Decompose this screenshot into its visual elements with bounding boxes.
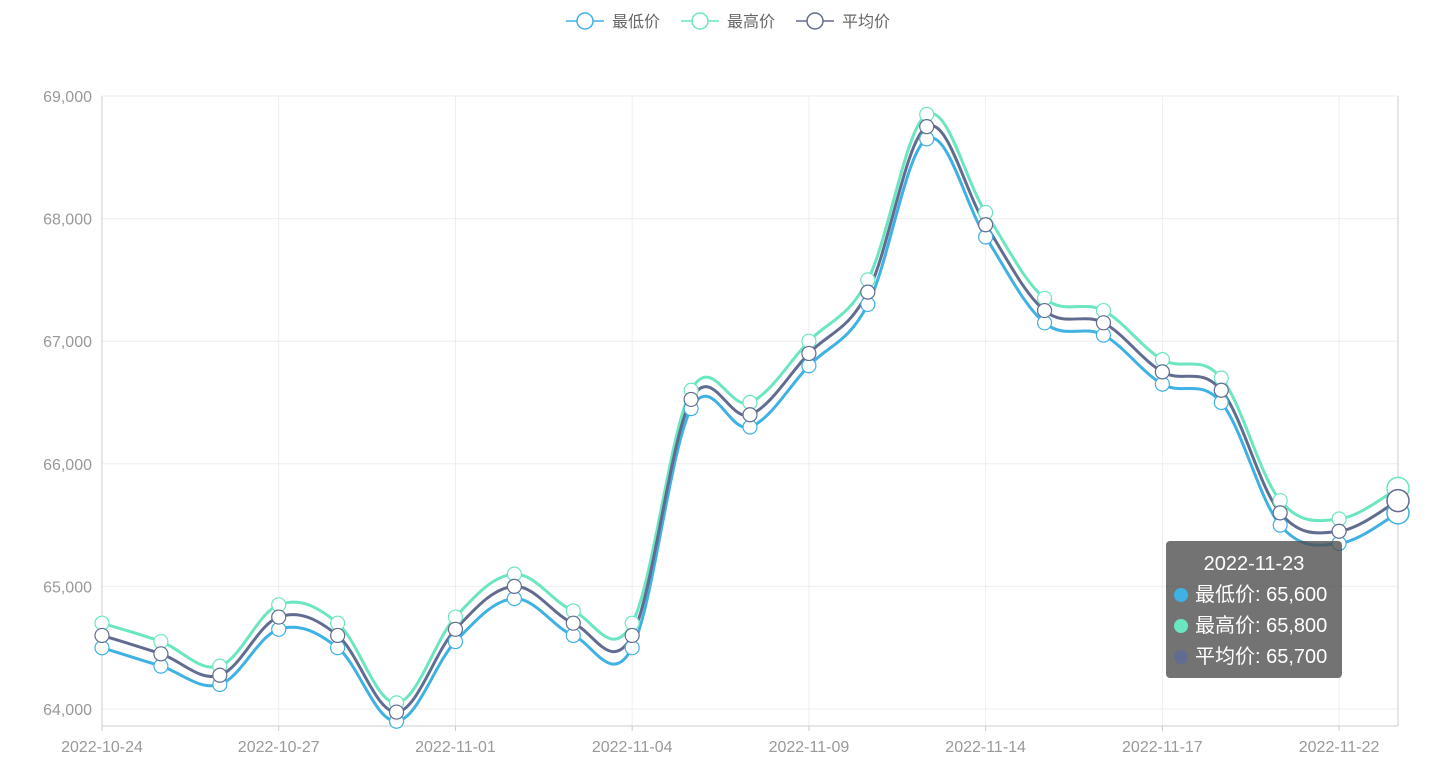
x-tick-label: 2022-11-22: [1299, 739, 1380, 756]
tooltip-title: 2022-11-23: [1203, 553, 1305, 575]
legend-circle-icon: [576, 12, 594, 30]
y-tick-label: 67,000: [43, 334, 92, 351]
tooltip-row-max: 最高价: 65,800: [1166, 611, 1342, 642]
tooltip-label-max: 最高价: 65,800: [1195, 615, 1328, 637]
data-point-avg: [565, 615, 581, 631]
data-point-avg: [683, 391, 699, 408]
data-point-avg: [742, 407, 758, 423]
data-point-avg: [860, 284, 876, 300]
x-tick-label: 2022-11-14: [945, 739, 1026, 756]
data-point-avg: [1036, 302, 1053, 319]
legend-circle-icon: [806, 12, 824, 30]
y-tick-label: 64,000: [43, 702, 92, 719]
y-tick-label: 66,000: [43, 457, 92, 474]
data-point-avg: [447, 621, 464, 637]
data-point-avg: [388, 704, 405, 720]
x-axis-tick-labels: 2022-10-24 2022-10-27 2022-11-01 2022-11-04…: [61, 739, 1379, 756]
y-axis-tick-labels: 64,000 65,000 66,000 67,000 68,000 69,000: [43, 89, 92, 719]
data-point-avg: [1213, 382, 1229, 398]
data-point-avg: [1154, 364, 1170, 380]
legend[interactable]: 最低价 最高价 平均价: [566, 12, 890, 31]
legend-item-avg[interactable]: 平均价: [796, 12, 890, 31]
x-tick-label: 2022-11-04: [592, 739, 673, 756]
tooltip-row-min: 最低价: 65,600: [1166, 580, 1342, 611]
tooltip-dot-icon: [1174, 650, 1188, 664]
x-tick-label: 2022-11-01: [415, 739, 496, 756]
legend-label: 最高价: [727, 13, 775, 31]
legend-item-max[interactable]: 最高价: [681, 12, 775, 31]
data-point-avg: [153, 646, 169, 662]
data-point-avg: [978, 217, 994, 233]
legend-label: 最低价: [612, 13, 660, 31]
y-tick-label: 69,000: [43, 89, 92, 106]
series-points: [94, 106, 1410, 729]
x-tick-label: 2022-11-09: [769, 739, 850, 756]
tooltip-label-avg: 平均价: 65,700: [1195, 646, 1328, 668]
tooltip-row-avg: 平均价: 65,700: [1166, 642, 1342, 673]
data-point-avg: [801, 345, 817, 362]
legend-circle-icon: [691, 12, 709, 30]
data-point-avg: [919, 119, 935, 135]
x-tick-label: 2022-11-17: [1122, 739, 1203, 756]
data-point-avg: [506, 578, 522, 595]
tooltip-dot-icon: [1174, 619, 1188, 633]
tooltip-dot-icon: [1174, 588, 1188, 602]
data-point-avg: [1272, 505, 1288, 521]
data-point-avg: [1331, 523, 1347, 539]
y-tick-label: 68,000: [43, 212, 92, 229]
tooltip: 2022-11-23 最低价: 65,600 最高价: 65,800 平均价: …: [1166, 541, 1342, 678]
data-point-avg: [271, 609, 287, 625]
data-point-avg: [94, 627, 110, 644]
data-point-avg: [624, 627, 640, 644]
tooltip-label-min: 最低价: 65,600: [1195, 584, 1328, 606]
data-point-avg: [1386, 488, 1410, 513]
data-point-avg: [212, 667, 228, 683]
legend-item-min[interactable]: 最低价: [566, 12, 660, 31]
x-tick-label: 2022-10-24: [61, 739, 143, 756]
y-tick-label: 65,000: [43, 579, 92, 596]
x-tick-label: 2022-10-27: [238, 739, 320, 756]
legend-label: 平均价: [842, 13, 890, 31]
data-point-avg: [1095, 315, 1112, 331]
data-point-avg: [330, 627, 346, 644]
